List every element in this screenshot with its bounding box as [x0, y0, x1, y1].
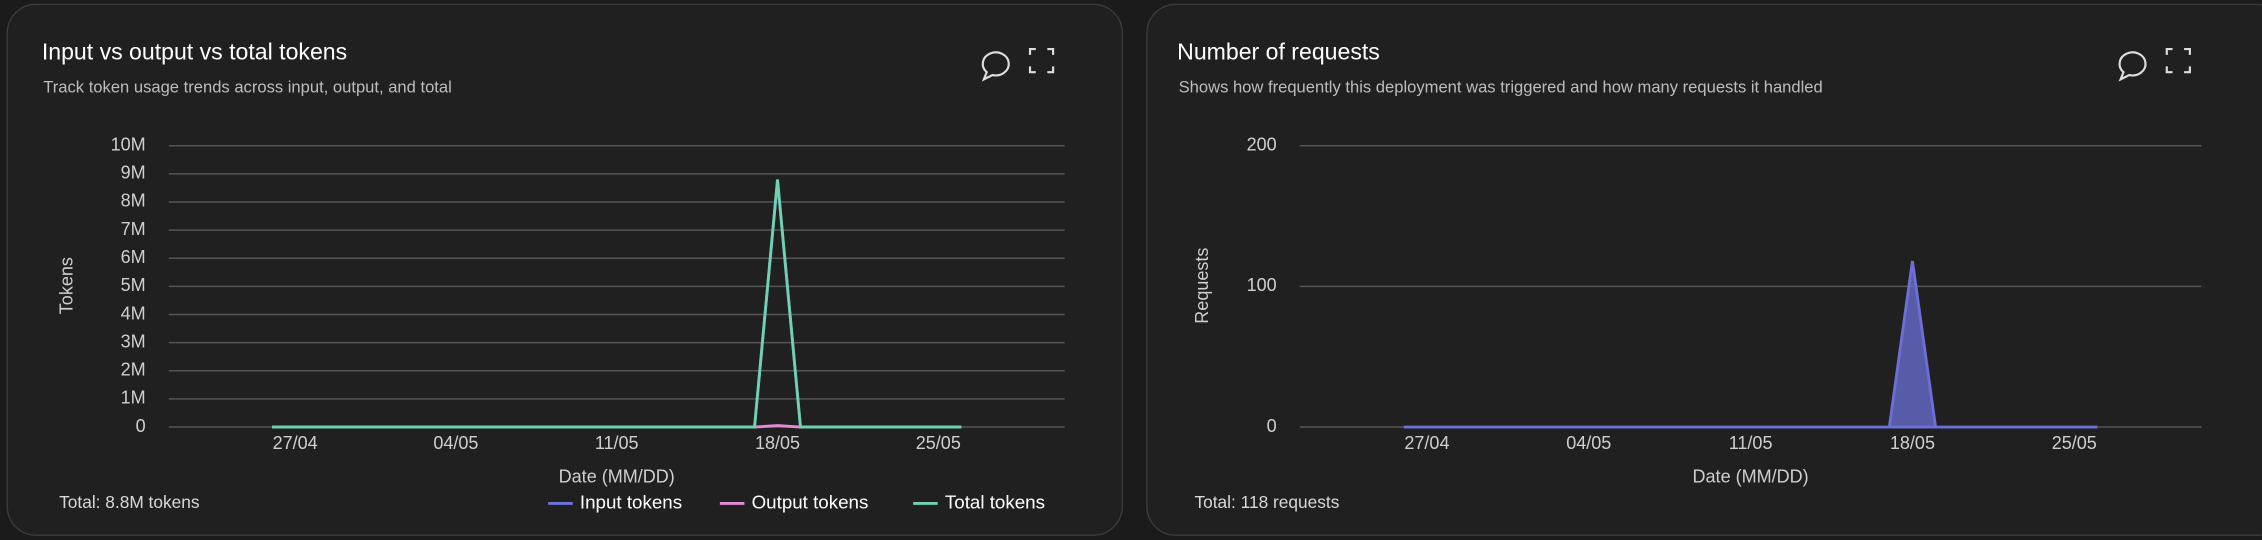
- total-annotation: Total: 118 requests: [1194, 492, 1339, 512]
- fullscreen-icon[interactable]: [1028, 47, 1055, 74]
- y-tick-label: 1M: [121, 388, 146, 408]
- y-tick-label: 9M: [121, 163, 146, 183]
- ai-icon[interactable]: [981, 51, 1010, 82]
- y-tick-label: 6M: [121, 247, 146, 267]
- line: [272, 179, 962, 429]
- y-tick-label: 2M: [121, 360, 146, 380]
- icons: [981, 47, 2191, 82]
- y-tick-label: 4M: [121, 303, 146, 323]
- x-tick-label: 25/05: [916, 433, 961, 453]
- y-tick-label: 8M: [121, 191, 146, 211]
- x-tick-label: 04/05: [433, 433, 478, 453]
- y-tick-label: 0: [136, 416, 146, 436]
- ai-icon[interactable]: [2118, 51, 2147, 82]
- panel: [6, 3, 1124, 536]
- x-tick-label: 25/05: [2052, 433, 2097, 453]
- x-tick-label: 11/05: [595, 433, 639, 453]
- chart-subtitle: Track token usage trends across input, o…: [43, 77, 452, 96]
- x-axis-title: Date (MM/DD): [1693, 466, 1809, 486]
- x-tick-label: 27/04: [273, 433, 318, 453]
- x-tick-label: 11/05: [1729, 433, 1773, 453]
- legend-label: Output tokens: [752, 491, 869, 512]
- y-axis-title: Requests: [1192, 248, 1212, 324]
- y-tick-label: 7M: [121, 219, 146, 239]
- y-tick-label: 200: [1247, 134, 1277, 154]
- chart-subtitle: Shows how frequently this deployment was…: [1179, 77, 1823, 96]
- x-tick-label: 04/05: [1566, 433, 1611, 453]
- y-tick-label: 3M: [121, 331, 146, 351]
- total-annotation: Total: 8.8M tokens: [59, 492, 200, 512]
- legend-label: Total tokens: [945, 491, 1045, 512]
- area: [1403, 260, 2098, 429]
- chart-title: Number of requests: [1177, 38, 1380, 64]
- y-tick-label: 5M: [121, 275, 146, 295]
- legend-label: Input tokens: [580, 491, 682, 512]
- fullscreen-icon[interactable]: [2165, 47, 2191, 74]
- x-axis-title: Date (MM/DD): [559, 466, 675, 486]
- y-tick-label: 0: [1267, 416, 1277, 436]
- chart-title: Input vs output vs total tokens: [42, 38, 347, 64]
- x-tick-label: 18/05: [755, 433, 800, 453]
- panel: [1146, 3, 2262, 536]
- x-tick-label: 18/05: [1890, 433, 1935, 453]
- y-tick-label: 10M: [111, 134, 146, 154]
- y-tick-label: 100: [1247, 275, 1277, 295]
- x-tick-label: 27/04: [1404, 433, 1449, 453]
- y-axis-title: Tokens: [57, 257, 77, 314]
